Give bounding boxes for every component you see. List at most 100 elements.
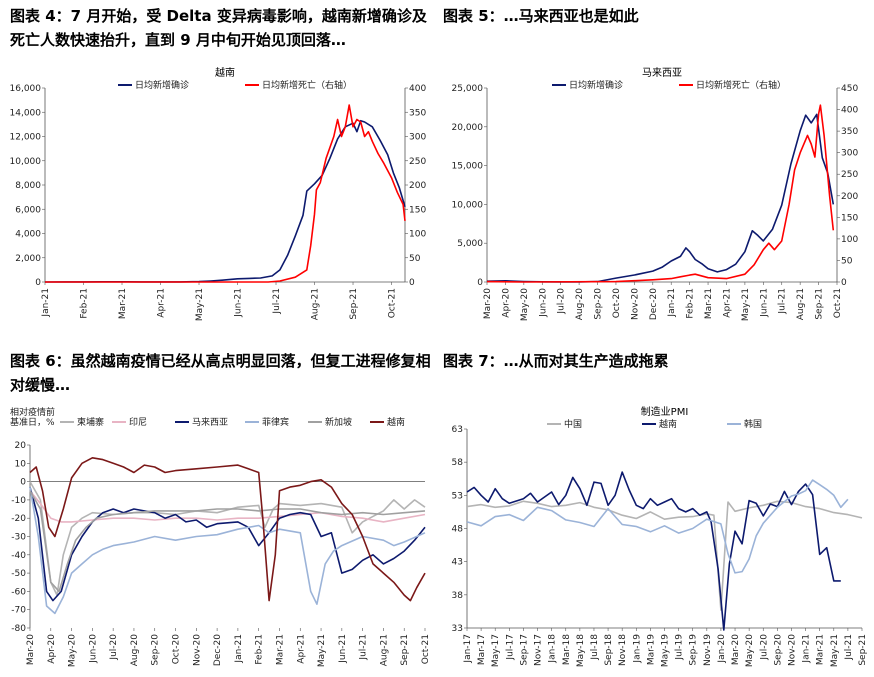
chart-title: 越南 — [215, 66, 235, 79]
series-line-2 — [45, 104, 406, 283]
x-tick-label: Feb-21 — [80, 288, 90, 319]
x-tick-label: Sep-20 — [594, 288, 604, 320]
y-tick-label: 33 — [452, 624, 463, 634]
series-line-2 — [29, 490, 426, 523]
series-line-2 — [486, 104, 835, 283]
x-tick-label: Oct-21 — [833, 288, 843, 318]
x-tick-label: Jun-20 — [88, 634, 98, 664]
x-tick-label: Jul-21 — [778, 288, 788, 315]
y2-tick-label: 350 — [841, 127, 858, 137]
y-tick-label: 15,000 — [452, 162, 484, 172]
chart-title: 制造业PMI — [641, 405, 689, 418]
y2-tick-label: 150 — [841, 213, 858, 223]
x-tick-label: Jul-20 — [759, 634, 769, 661]
legend-label: 越南 — [387, 416, 405, 428]
y2-tick-label: 400 — [409, 84, 426, 94]
x-tick-label: Mar-19 — [646, 634, 656, 665]
y2-tick-label: 400 — [841, 106, 858, 116]
x-tick-label: May-21 — [317, 634, 327, 667]
x-tick-label: Dec-20 — [649, 288, 659, 320]
legend-label: 马来西亚 — [192, 417, 228, 428]
y2-tick-label: 450 — [841, 84, 858, 94]
y2-tick-label: 200 — [841, 192, 858, 202]
series-line-3 — [29, 486, 426, 602]
y-tick-label: 0 — [35, 278, 41, 288]
chart6-mobility: 相对疫情前 基准日，% 20 10 0 -10 -20 -30 -40 -50 -60 -70 -80 M… — [0, 405, 437, 677]
x-tick-label: Sep-20 — [151, 634, 161, 666]
y2-tick-label: 150 — [409, 205, 426, 215]
x-tick-label: Mar-20 — [731, 634, 741, 665]
y-tick-label: 6,000 — [15, 205, 41, 215]
x-tick-label: May-20 — [745, 634, 755, 667]
y-tick-label: 20,000 — [452, 123, 484, 133]
x-tick-label: Jun-20 — [538, 288, 548, 318]
x-tick-label: Oct-21 — [421, 634, 431, 664]
x-tick-label: Feb-21 — [255, 634, 265, 665]
x-tick-label: Aug-21 — [311, 288, 321, 320]
series-line-2 — [466, 471, 841, 631]
x-tick-label: May-20 — [68, 634, 78, 667]
y2-tick-label: 300 — [841, 149, 858, 159]
x-tick-label: Sep-20 — [773, 634, 783, 666]
x-tick-label: Nov-20 — [192, 634, 202, 666]
y2-tick-label: 0 — [841, 278, 847, 288]
series-line-1 — [44, 119, 406, 283]
y-axis-label: 基准日，% — [10, 416, 55, 428]
y2-tick-label: 250 — [841, 170, 858, 180]
y-tick-label: 0 — [477, 278, 483, 288]
x-tick-label: Aug-20 — [130, 634, 140, 667]
y2-tick-label: 250 — [409, 157, 426, 167]
x-tick-label: Nov-18 — [618, 634, 628, 666]
y-tick-label: -50 — [11, 569, 26, 579]
x-tick-label: May-20 — [520, 288, 530, 321]
y2-tick-label: 50 — [841, 256, 853, 266]
y-tick-label: 20 — [15, 441, 27, 451]
x-tick-label: Jan-19 — [632, 634, 642, 664]
legend-label: 日均新增确诊 — [135, 79, 189, 91]
x-tick-label: Mar-21 — [704, 288, 714, 319]
heading-chart6: 图表 6：虽然越南疫情已经从高点明显回落，但复工进程修复相对缓慢… — [10, 352, 431, 394]
y2-tick-label: 100 — [841, 235, 858, 245]
x-tick-label: Jan-21 — [667, 288, 677, 318]
y2-tick-label: 300 — [409, 133, 426, 143]
x-tick-label: Mar-21 — [275, 634, 285, 665]
x-tick-label: Jan-21 — [234, 634, 244, 664]
x-tick-label: Apr-20 — [501, 288, 511, 318]
y-tick-label: 53 — [452, 491, 463, 501]
x-tick-label: Sep-21 — [400, 634, 410, 666]
legend-label: 日均新增死亡（右轴） — [696, 79, 786, 91]
x-tick-label: Apr-21 — [722, 288, 732, 318]
y-tick-label: -40 — [11, 551, 26, 561]
heading-chart7: 图表 7：…从而对其生产造成拖累 — [443, 352, 669, 370]
x-tick-label: Jul-18 — [590, 634, 600, 661]
series-line-6 — [29, 457, 426, 602]
y-tick-label: 48 — [452, 525, 464, 535]
x-tick-label: Jan-17 — [463, 634, 473, 664]
chart4-vietnam: 越南 0 2,000 4,000 6,000 8,000 10,000 12,000 14,00… — [0, 60, 437, 330]
x-tick-label: Feb-21 — [686, 288, 696, 319]
y-tick-label: 4,000 — [15, 230, 41, 240]
x-tick-label: Jul-21 — [272, 288, 282, 315]
chart7-pmi: 制造业PMI 63 58 53 48 43 38 33 Jan-17 Mar-17 May-17 Ju… — [437, 405, 874, 677]
legend-label: 韩国 — [744, 418, 762, 430]
y-tick-label: -70 — [11, 606, 26, 616]
legend-label: 菲律宾 — [262, 416, 289, 428]
y-tick-label: 8,000 — [15, 181, 41, 191]
x-tick-label: Jul-17 — [505, 634, 515, 661]
y-tick-label: 10,000 — [10, 157, 42, 167]
x-tick-label: Sep-17 — [519, 634, 529, 666]
series-line-1 — [466, 500, 863, 611]
x-tick-label: Apr-21 — [157, 288, 167, 318]
y-tick-label: 5,000 — [457, 239, 483, 249]
x-tick-label: Oct-20 — [612, 288, 622, 319]
series-line-5 — [29, 490, 426, 593]
x-tick-label: Jun-21 — [759, 288, 769, 318]
x-tick-label: Jul-19 — [675, 634, 685, 661]
legend-label: 柬埔寨 — [77, 416, 104, 428]
x-tick-label: May-21 — [195, 288, 205, 321]
x-tick-label: Nov-17 — [534, 634, 544, 666]
x-tick-label: Jan-18 — [548, 634, 558, 664]
y-tick-label: 63 — [452, 425, 463, 435]
x-tick-label: May-21 — [830, 634, 840, 667]
y2-tick-label: 100 — [409, 230, 426, 240]
